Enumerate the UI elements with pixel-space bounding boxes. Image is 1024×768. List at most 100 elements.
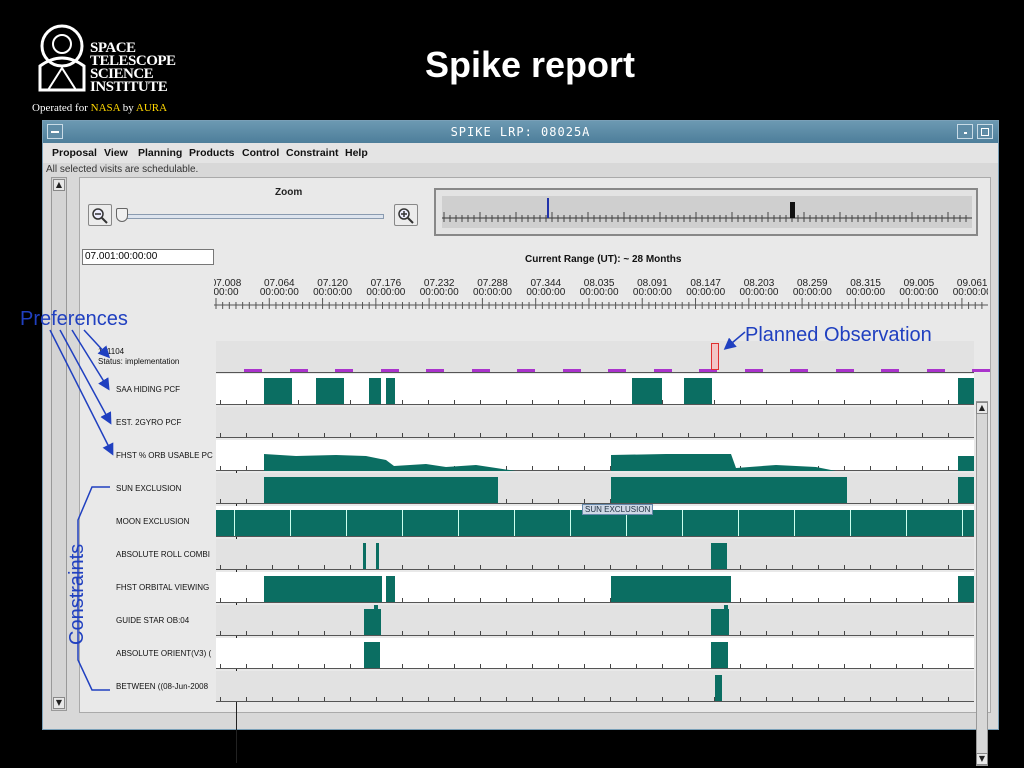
constraint-row[interactable]: FHST % ORB USABLE PC <box>116 440 974 471</box>
visit-windows <box>216 369 990 372</box>
row-tick <box>532 631 533 635</box>
constraint-row[interactable]: EST. 2GYRO PCF <box>116 407 974 438</box>
constraint-window-bar[interactable] <box>711 543 727 569</box>
constraint-window-bar[interactable] <box>715 675 722 701</box>
row-tick <box>584 499 585 503</box>
constraint-row[interactable]: SAA HIDING PCF <box>116 374 974 405</box>
row-tick <box>922 499 923 503</box>
scroll-up-icon[interactable]: ▲ <box>53 179 65 191</box>
row-tick <box>740 664 741 668</box>
visit-row[interactable]: 131104 Status: implementation <box>98 341 990 373</box>
zoom-slider-thumb[interactable] <box>116 208 128 222</box>
usable-profile <box>264 454 974 471</box>
menu-planning[interactable]: Planning <box>138 147 183 159</box>
constraint-window-bar[interactable] <box>364 609 381 635</box>
right-scroll-down-icon[interactable]: ▼ <box>976 753 988 765</box>
constraint-window-bar[interactable] <box>684 378 712 404</box>
row-tick <box>506 499 507 503</box>
row-tick <box>428 598 429 602</box>
zoom-out-button[interactable] <box>88 204 112 226</box>
row-tick <box>220 631 221 635</box>
constraint-row[interactable]: BETWEEN ((08-Jun-2008 <box>116 671 974 702</box>
constraint-window-bar[interactable] <box>611 576 731 602</box>
constraint-window-bar[interactable] <box>264 576 382 602</box>
constraint-window-bar[interactable] <box>611 477 847 503</box>
row-tick <box>298 631 299 635</box>
maximize-icon[interactable] <box>977 124 993 139</box>
constraint-window-bar[interactable] <box>711 609 729 635</box>
row-tick <box>740 631 741 635</box>
tick-date: 08.091 <box>637 279 668 289</box>
moon-window-divider <box>962 510 963 536</box>
planned-observation-marker[interactable] <box>711 343 719 370</box>
constraint-window-bar[interactable] <box>711 642 728 668</box>
menu-products[interactable]: Products <box>189 147 235 159</box>
constraint-window-bar[interactable] <box>264 477 498 503</box>
zoom-slider-track[interactable] <box>120 214 384 219</box>
row-tick <box>324 697 325 701</box>
constraint-row[interactable]: SUN EXCLUSION <box>116 473 974 504</box>
constraint-window-bar[interactable] <box>316 378 344 404</box>
row-tick <box>220 466 221 470</box>
tick-date: 08.315 <box>850 279 881 289</box>
row-tick <box>922 631 923 635</box>
right-scroll-up-icon[interactable]: ▲ <box>976 402 988 414</box>
constraint-window-bar[interactable] <box>632 378 662 404</box>
constraint-window-bar[interactable] <box>376 543 379 569</box>
row-tick <box>402 598 403 602</box>
menu-view[interactable]: View <box>104 147 128 159</box>
constraint-row[interactable]: ABSOLUTE ROLL COMBI <box>116 539 974 570</box>
constraint-row[interactable]: GUIDE STAR OB:04 <box>116 605 974 636</box>
overview-range-start-marker[interactable] <box>547 198 549 218</box>
constraint-window-bar[interactable] <box>369 378 381 404</box>
logo-operated-for: Operated for NASA by AURA <box>32 102 167 114</box>
tick-date: 07.176 <box>370 279 402 289</box>
constraint-window-bar[interactable] <box>958 477 974 503</box>
constraint-window-bar[interactable] <box>386 378 395 404</box>
row-tick <box>948 664 949 668</box>
moon-window-divider <box>906 510 907 536</box>
constraint-row[interactable]: FHST ORBITAL VIEWING <box>116 572 974 603</box>
constraint-row-label: SUN EXCLUSION <box>116 484 182 493</box>
current-range-label: Current Range (UT): ~ 28 Months <box>525 254 682 265</box>
row-tick <box>480 697 481 701</box>
visit-window-mark <box>608 369 626 372</box>
operated-nasa: NASA <box>90 102 120 114</box>
row-tick <box>896 697 897 701</box>
row-tick <box>558 499 559 503</box>
constraint-window-bar[interactable] <box>363 543 366 569</box>
visit-window-mark <box>562 369 581 372</box>
menu-constraint[interactable]: Constraint <box>286 147 339 159</box>
visit-window-mark <box>426 369 444 372</box>
row-tick <box>480 400 481 404</box>
row-tick <box>220 598 221 602</box>
right-scrollbar[interactable]: ▲ ▼ <box>976 401 988 766</box>
menu-proposal[interactable]: Proposal <box>52 147 97 159</box>
zoom-in-button[interactable] <box>394 204 418 226</box>
menu-bar: Proposal View Planning Products Control … <box>43 143 998 163</box>
range-start-input[interactable]: 07.001:00:00:00 <box>82 249 214 265</box>
row-tick <box>688 433 689 437</box>
row-tick <box>662 631 663 635</box>
row-tick <box>402 631 403 635</box>
constraint-row[interactable]: ABSOLUTE ORIENT(V3) ( <box>116 638 974 669</box>
constraint-window-bar[interactable] <box>958 378 974 404</box>
row-tick <box>610 466 611 470</box>
row-tick <box>584 631 585 635</box>
overview-timeline[interactable] <box>434 188 978 236</box>
window-menu-icon[interactable] <box>47 124 63 139</box>
menu-control[interactable]: Control <box>242 147 280 159</box>
menu-help[interactable]: Help <box>345 147 368 159</box>
timeline-tick-label: 07.120 00:00:00 <box>309 279 357 298</box>
constraint-window-bar[interactable] <box>264 378 292 404</box>
constraint-window-bar[interactable] <box>386 576 395 602</box>
row-tick <box>948 565 949 569</box>
constraint-window-bar[interactable] <box>364 642 380 668</box>
row-tick <box>870 598 871 602</box>
window-titlebar[interactable]: SPIKE LRP: 08025A <box>43 121 998 143</box>
scroll-down-icon[interactable]: ▼ <box>53 697 65 709</box>
constraint-window-bar[interactable] <box>958 576 974 602</box>
minimize-icon[interactable] <box>957 124 973 139</box>
constraint-row[interactable]: MOON EXCLUSION SUN EXCLUSION <box>116 504 974 537</box>
left-scrollbar[interactable]: ▲ ▼ <box>51 177 67 711</box>
